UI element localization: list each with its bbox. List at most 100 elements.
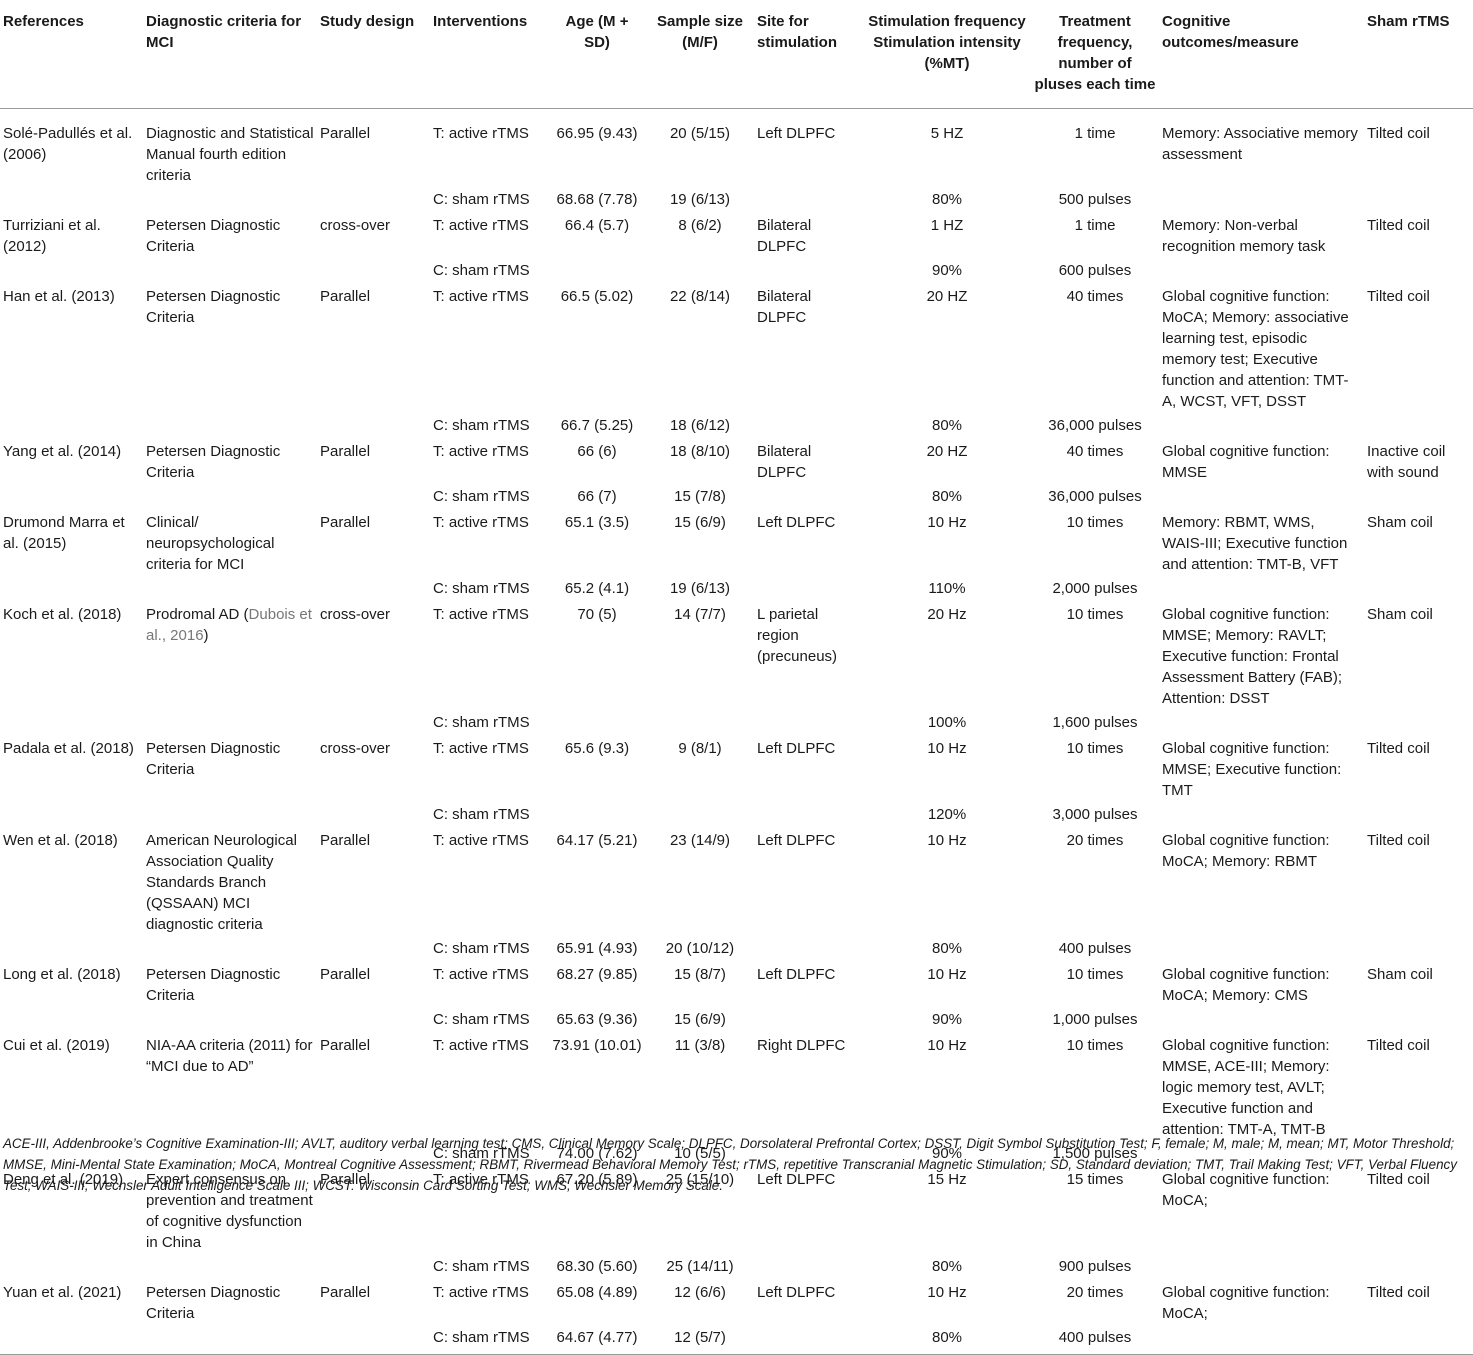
cell-cognitive-outcomes: Global cognitive function: MoCA; Memory:… [1162, 288, 1349, 410]
header-stimulation: Stimulation frequency Stimulation intens… [863, 6, 1031, 109]
cell-diagnostic-criteria [143, 412, 317, 436]
cell-stimulation: 20 HZ [926, 443, 968, 460]
cell-reference [0, 709, 143, 733]
cell-stimulation: 80% [931, 488, 963, 505]
cell-sham-rtms: Tilted coil [1367, 288, 1430, 305]
diagnostic-text-end: ) [203, 627, 209, 644]
cell-site [754, 483, 863, 507]
header-sham-rtms: Sham rTMS [1364, 6, 1473, 109]
cell-age: 66.4 (5.7) [564, 217, 630, 234]
cell-intervention: C: sham rTMS [433, 488, 530, 505]
cell-age: 65.1 (3.5) [564, 514, 630, 531]
cell-study-design [317, 483, 430, 507]
cell-stimulation: 10 Hz [927, 740, 967, 757]
cell-study-design: cross-over [320, 740, 391, 757]
cell-sample-size: 14 (7/7) [674, 606, 726, 623]
cell-cognitive-outcomes [1159, 575, 1364, 599]
header-cognitive-outcomes: Cognitive outcomes/measure [1159, 6, 1364, 109]
cell-intervention: C: sham rTMS [433, 806, 530, 823]
cell-sample-size: 12 (5/7) [646, 1324, 754, 1355]
cell-reference: Long et al. (2018) [3, 966, 121, 983]
cell-stimulation: 80% [931, 1258, 963, 1275]
cell-diagnostic-criteria: NIA-AA criteria (2011) for “MCI due to A… [146, 1037, 313, 1075]
cell-treatment-frequency: 36,000 pulses [1048, 417, 1142, 434]
cell-sample-size: 8 (6/2) [678, 217, 722, 234]
cell-study-design: Parallel [320, 514, 371, 531]
cell-treatment-frequency: 20 times [1066, 832, 1124, 849]
cell-diagnostic-criteria [143, 801, 317, 825]
table-row: Yuan et al. (2021) Petersen Diagnostic Cr… [0, 1277, 1473, 1324]
cell-sample-size: 19 (6/13) [669, 580, 731, 597]
header-diagnostic-criteria: Diagnostic criteria for MCI [143, 6, 317, 109]
cell-age: 65.91 (4.93) [556, 940, 638, 957]
cell-site: Left DLPFC [757, 966, 836, 983]
cell-sham-rtms: Sham coil [1367, 606, 1433, 623]
cell-age [548, 801, 646, 825]
cell-stimulation: 80% [931, 940, 963, 957]
cell-cognitive-outcomes: Memory: Non-verbal recognition memory ta… [1162, 217, 1326, 255]
cell-reference: Deng et al. (2019) [3, 1171, 124, 1188]
cell-study-design [317, 801, 430, 825]
cell-sham-rtms [1364, 801, 1473, 825]
cell-study-design [317, 1006, 430, 1030]
cell-diagnostic-criteria: Petersen Diagnostic Criteria [146, 966, 281, 1004]
cell-age: 65.6 (9.3) [564, 740, 630, 757]
cell-sample-size [646, 709, 754, 733]
cell-study-design [317, 935, 430, 959]
cell-stimulation: 20 HZ [926, 288, 968, 305]
cell-site: Bilateral DLPFC [757, 443, 812, 481]
cell-treatment-frequency: 1,000 pulses [1052, 1011, 1138, 1028]
cell-reference: Yang et al. (2014) [3, 443, 122, 460]
cell-diagnostic-criteria [143, 186, 317, 210]
cell-sample-size: 10 (5/5) [674, 1145, 726, 1162]
cell-reference: Koch et al. (2018) [3, 606, 122, 623]
cell-diagnostic-criteria [143, 935, 317, 959]
table-row: Long et al. (2018) Petersen Diagnostic Cr… [0, 959, 1473, 1006]
cell-site: Left DLPFC [757, 125, 836, 142]
cell-stimulation: 100% [927, 714, 967, 731]
cell-cognitive-outcomes [1159, 412, 1364, 436]
cell-sample-size [646, 801, 754, 825]
table-row: C: sham rTMS 100% 1,600 pulses [0, 709, 1473, 733]
cell-age: 70 (5) [577, 606, 617, 623]
header-site: Site for stimulation [754, 6, 863, 109]
header-study-design: Study design [317, 6, 430, 109]
cell-site: Left DLPFC [757, 1284, 836, 1301]
cell-sample-size: 25 (14/11) [666, 1258, 734, 1275]
cell-intervention: C: sham rTMS [430, 1324, 548, 1355]
page: References Diagnostic criteria for MCI S… [0, 6, 1473, 1355]
cell-treatment-frequency: 20 times [1066, 1284, 1124, 1301]
cell-sham-rtms: Tilted coil [1367, 1171, 1430, 1188]
cell-reference [0, 186, 143, 210]
cell-site: Bilateral DLPFC [757, 217, 812, 255]
cell-intervention: T: active rTMS [433, 288, 529, 305]
cell-age: 68.27 (9.85) [556, 966, 638, 983]
cell-sham-rtms [1364, 1324, 1473, 1355]
cell-sample-size: 15 (6/9) [674, 1011, 726, 1028]
table-row: C: sham rTMS 68.30 (5.60) 25 (14/11) 80% 900… [0, 1253, 1473, 1277]
cell-treatment-frequency: 10 times [1066, 740, 1124, 757]
cell-diagnostic-criteria [143, 709, 317, 733]
cell-treatment-frequency: 10 times [1066, 606, 1124, 623]
cell-treatment-frequency: 1 time [1074, 217, 1116, 234]
cell-study-design [317, 412, 430, 436]
citation-link[interactable]: Dubois et al., 2016 [146, 606, 312, 644]
cell-diagnostic-criteria: Petersen Diagnostic Criteria [146, 740, 281, 778]
cell-site [754, 1253, 863, 1277]
cell-intervention: C: sham rTMS [433, 191, 530, 208]
cell-reference: Cui et al. (2019) [3, 1037, 110, 1054]
cell-stimulation: 5 HZ [930, 125, 964, 142]
cell-treatment-frequency: 15 times [1066, 1171, 1124, 1188]
table-row: Wen et al. (2018) American Neurological A… [0, 825, 1473, 935]
cell-age: 64.17 (5.21) [556, 832, 638, 849]
cell-diagnostic-criteria: Clinical/ neuropsychological criteria fo… [146, 514, 275, 573]
cell-sham-rtms [1364, 412, 1473, 436]
cell-treatment-frequency: 500 pulses [1058, 191, 1132, 208]
cell-study-design: Parallel [320, 832, 371, 849]
cell-treatment-frequency: 40 times [1066, 443, 1124, 460]
cell-study-design: Parallel [320, 966, 371, 983]
cell-diagnostic-criteria: Petersen Diagnostic Criteria [146, 217, 281, 255]
cell-age: 66.95 (9.43) [556, 125, 638, 142]
cell-cognitive-outcomes [1159, 709, 1364, 733]
cell-stimulation: 90% [931, 1011, 963, 1028]
